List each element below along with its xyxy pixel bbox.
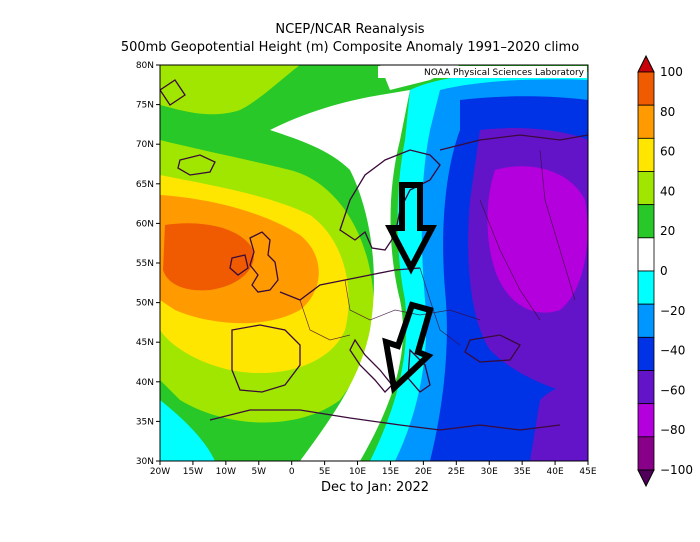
lat-label: 45N [136, 338, 154, 348]
lon-label: 45E [579, 467, 596, 477]
lon-label: 40E [547, 467, 564, 477]
lat-label: 40N [136, 378, 154, 388]
anomaly-field [160, 65, 588, 461]
lon-label: 10E [349, 467, 366, 477]
lat-label: 60N [136, 219, 154, 229]
colorbar-label: −60 [660, 383, 685, 397]
colorbar: 100 80 60 40 20 0 −20 −40 −60 −80 −100 [637, 54, 693, 488]
colorbar-swatch [637, 171, 655, 206]
lon-label: 30E [481, 467, 498, 477]
colorbar-swatch [637, 303, 655, 338]
credit-box [378, 66, 587, 78]
colorbar-label: −80 [660, 423, 685, 437]
chart-title: NCEP/NCAR Reanalysis [275, 22, 425, 37]
colorbar-label: −40 [660, 344, 685, 358]
lon-label: 20W [150, 467, 170, 477]
credit-label: NOAA Physical Sciences Laboratory [424, 68, 585, 78]
colorbar-label: 60 [660, 145, 675, 159]
colorbar-swatch [637, 370, 655, 405]
lat-label: 55N [136, 259, 154, 269]
colorbar-label: 100 [660, 65, 683, 79]
colorbar-swatch [637, 436, 655, 471]
lon-label: 0 [289, 467, 295, 477]
lon-label: 20E [415, 467, 432, 477]
lon-label: 5E [319, 467, 331, 477]
colorbar-label: −100 [660, 463, 693, 477]
lon-label: 10W [216, 467, 236, 477]
colorbar-top-arrow [637, 54, 655, 73]
lat-label: 35N [136, 417, 154, 427]
lat-label: 65N [136, 180, 154, 190]
colorbar-label: −20 [660, 304, 685, 318]
arrow-down-diagonal [382, 301, 434, 395]
colorbar-swatch [637, 104, 655, 139]
colorbar-swatch [637, 204, 655, 239]
colorbar-label: 80 [660, 105, 675, 119]
lat-label: 75N [136, 101, 154, 111]
lon-label: 15W [183, 467, 203, 477]
colorbar-swatch [637, 336, 655, 371]
lon-label: 15E [382, 467, 399, 477]
lat-label: 50N [136, 299, 154, 309]
longitude-axis: 20W 15W 10W 5W 0 5E 10E 15E 20E 25E 30E 35E 40E 45E [150, 461, 597, 477]
colorbar-label: 40 [660, 184, 675, 198]
lat-label: 30N [136, 457, 154, 467]
arrow-down [385, 182, 437, 275]
colorbar-swatch [637, 71, 655, 106]
period-label: Dec to Jan: 2022 [320, 480, 430, 495]
colorbar-label: 0 [660, 264, 668, 278]
lon-label: 35E [514, 467, 531, 477]
lon-label: 5W [251, 467, 266, 477]
lat-label: 70N [136, 140, 154, 150]
colorbar-label: 20 [660, 224, 675, 238]
chart-subtitle: 500mb Geopotential Height (m) Composite … [120, 40, 580, 55]
colorbar-swatch [637, 403, 655, 438]
borders [299, 149, 576, 346]
colorbar-swatch [637, 137, 655, 172]
lon-label: 25E [448, 467, 465, 477]
latitude-axis: 80N 75N 70N 65N 60N 55N 50N 45N 40N 35N 30N [136, 61, 160, 467]
colorbar-swatch [637, 237, 655, 272]
lat-label: 80N [136, 61, 154, 71]
colorbar-swatch [637, 270, 655, 305]
colorbar-bottom-arrow [637, 469, 655, 488]
